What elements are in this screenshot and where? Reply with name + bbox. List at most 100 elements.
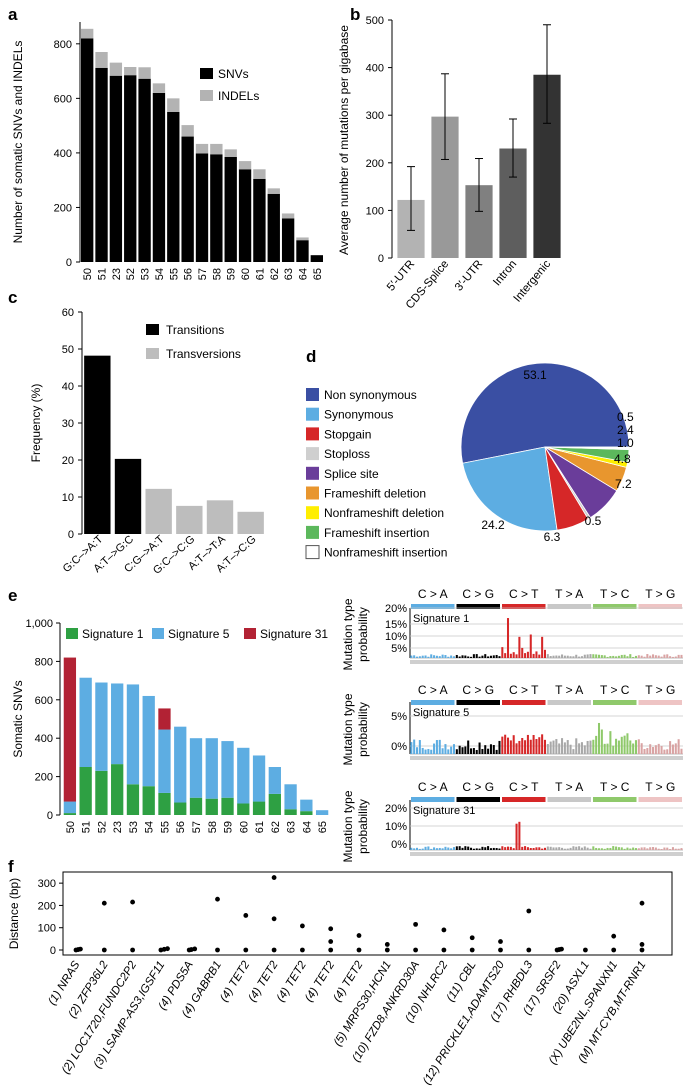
e2-channel-bar xyxy=(617,847,620,850)
f-point-x-ube2nl-spanxn1 xyxy=(611,947,617,953)
a-legend-label-indels: INDELs xyxy=(218,89,259,103)
e2-mutation-type-bar-t-c xyxy=(593,797,637,802)
e2-channel-bar xyxy=(561,738,564,754)
e-bar-signature-1-62 xyxy=(268,793,281,815)
d-legend-label-nonframeshift-deletion: Nonframeshift deletion xyxy=(324,506,444,520)
a-bar-snvs-63 xyxy=(281,218,295,262)
e2-channel-bar xyxy=(495,848,498,850)
e-x-tick-label: 53 xyxy=(128,821,140,833)
e2-channel-bar xyxy=(427,749,430,754)
f-point-4-tet2 xyxy=(300,947,305,953)
e2-mutation-type-label: C > T xyxy=(509,780,539,794)
e-x-tick-label: 64 xyxy=(301,821,313,833)
e-bar-signature-1-59 xyxy=(221,797,234,815)
f-y-tick-label: 200 xyxy=(38,900,56,912)
e-bar-signature-5-54 xyxy=(142,695,155,787)
e2-channel-bar xyxy=(671,744,674,754)
e2-channel-bar xyxy=(549,846,552,850)
e2-mutation-type-bar-t-g xyxy=(638,604,682,609)
e2-channel-bar xyxy=(521,846,524,850)
a-x-tick-label: 59 xyxy=(226,268,238,280)
e2-channel-bar xyxy=(595,847,598,850)
e-bar-signature-5-60 xyxy=(237,747,250,804)
f-point-12-prickle1-adamts20 xyxy=(498,939,503,944)
e2-channel-bar xyxy=(632,847,635,850)
e2-channel-bar xyxy=(637,848,640,850)
e2-y-tick-label: 10% xyxy=(385,631,407,643)
e-bar-signature-1-54 xyxy=(142,786,155,815)
e2-channel-bar xyxy=(654,847,657,850)
e-bar-signature-5-51 xyxy=(79,677,92,767)
f-point-10-nhlrc2 xyxy=(441,927,447,933)
e2-channel-bar xyxy=(600,848,603,850)
c-y-tick-label: 50 xyxy=(62,344,74,356)
f-y-tick-label: 100 xyxy=(38,923,56,935)
e2-channel-bar xyxy=(652,847,655,850)
panel-letter-a: a xyxy=(8,5,18,24)
panel-c-substitution-frequency-chart: 0102030405060G:C–>A:TA:T–>G:CC:G–>A:TG:C… xyxy=(29,307,264,577)
b-y-tick-label: 200 xyxy=(366,158,384,170)
d-value-label-non-synonymous: 53.1 xyxy=(523,368,547,382)
e2-channel-bar xyxy=(450,746,453,754)
e2-channel-bar xyxy=(652,654,655,658)
e2-channel-bar xyxy=(609,656,612,658)
e2-mutation-type-bar-c-t xyxy=(502,700,546,705)
e2-channel-bar xyxy=(427,656,430,658)
c-bar-g-c-a-t xyxy=(84,355,111,534)
e2-channel-bar xyxy=(438,739,441,754)
a-legend-label-snvs: SNVs xyxy=(218,67,249,81)
e-bar-signature-1-51 xyxy=(79,767,92,815)
e2-channel-bar xyxy=(606,743,609,754)
e2-channel-bar xyxy=(413,655,416,658)
a-y-tick-label: 0 xyxy=(66,257,72,269)
e2-y-axis-label-line2: probability xyxy=(356,702,370,757)
d-value-label-nonframeshift-insertion: 0.5 xyxy=(617,410,634,424)
e2-channel-bar xyxy=(461,747,464,754)
e2-channel-bar xyxy=(569,656,572,658)
e2-channel-bar xyxy=(512,652,515,658)
a-bar-indels-50 xyxy=(81,28,94,39)
e2-mutation-type-bar-t-c xyxy=(593,604,637,609)
e2-channel-bar xyxy=(558,743,561,754)
d-value-label-frameshift-deletion: 4.8 xyxy=(614,452,631,466)
e2-mutation-type-label: T > C xyxy=(600,683,630,697)
d-legend-swatch-non-synonymous xyxy=(306,388,319,401)
e2-channel-bar xyxy=(552,847,555,850)
f-y-tick-label: 300 xyxy=(38,878,56,890)
f-y-axis-label: Distance (bp) xyxy=(7,878,21,949)
f-point-10-fzd8-ankrd30a xyxy=(413,921,418,927)
e2-channel-bar xyxy=(606,847,609,850)
e2-channel-labels xyxy=(410,756,683,760)
d-legend-swatch-frameshift-insertion xyxy=(306,525,319,539)
e-x-tick-label: 58 xyxy=(207,821,219,833)
e2-channel-bar xyxy=(455,654,458,658)
e2-channel-bar xyxy=(632,656,635,658)
e2-mutation-type-label: C > T xyxy=(509,683,539,697)
e2-channel-bar xyxy=(646,848,649,850)
e-x-tick-label: 62 xyxy=(270,821,282,833)
e2-channel-bar xyxy=(578,846,581,850)
e2-channel-bar xyxy=(538,654,541,658)
e2-channel-bar xyxy=(640,655,643,658)
e2-y-axis-label-line2: probability xyxy=(356,607,370,662)
a-bar-snvs-53 xyxy=(138,78,151,263)
e2-channel-bar xyxy=(543,847,546,850)
e2-channel-bar xyxy=(566,848,569,850)
e2-channel-bar xyxy=(541,848,544,850)
f-point-11-cbl xyxy=(469,935,475,941)
e2-channel-bar xyxy=(441,654,444,658)
e-bar-signature-5-57 xyxy=(189,738,203,798)
e2-channel-bar xyxy=(492,847,495,850)
e2-channel-bar xyxy=(484,745,487,754)
f-point-m-mt-cyb-mt-rnr1 xyxy=(639,942,645,947)
e-y-axis-label: Somatic SNVs xyxy=(11,680,25,757)
e2-channel-bar xyxy=(580,656,583,658)
e2-channel-bar xyxy=(643,847,646,850)
a-x-tick-label: 56 xyxy=(183,268,195,280)
d-legend-label-splice-site: Splice site xyxy=(324,467,379,481)
e2-channel-bar xyxy=(541,636,544,658)
e2-channel-bar xyxy=(470,748,473,754)
e2-channel-bar xyxy=(578,743,581,754)
a-bar-indels-61 xyxy=(253,169,266,179)
e2-channel-bar xyxy=(634,740,637,754)
